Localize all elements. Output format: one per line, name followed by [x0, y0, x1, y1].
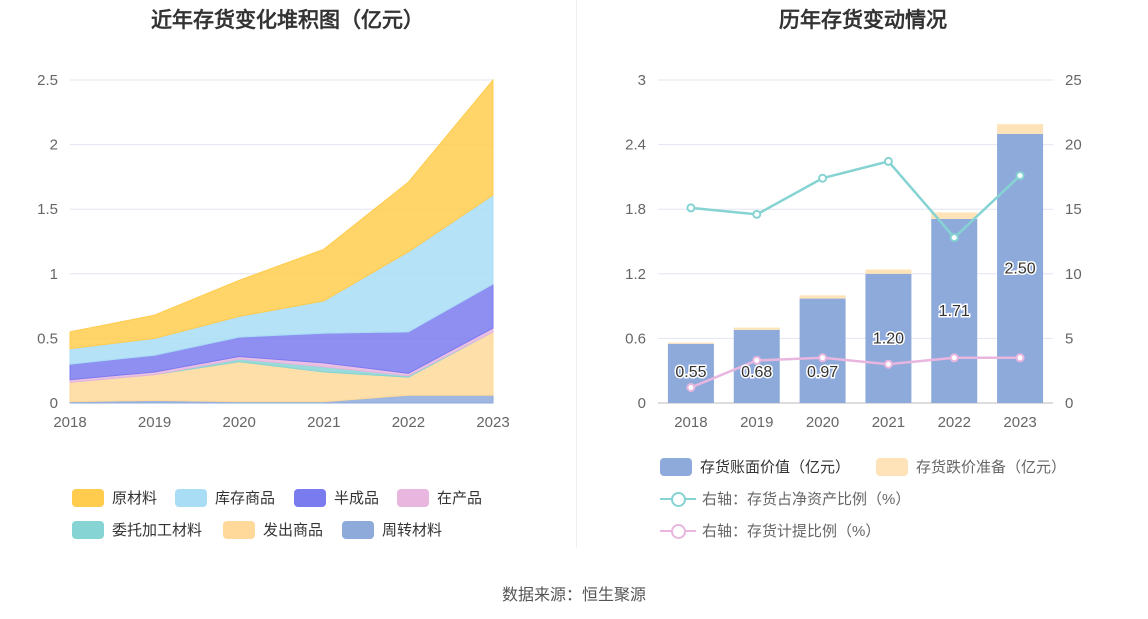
legend-item-在产品[interactable]: 在产品 — [397, 487, 482, 508]
legend-impairment-swatch — [876, 457, 908, 476]
left-y-tick-label: 1 — [50, 266, 58, 283]
left-x-tick-label: 2018 — [53, 414, 86, 431]
right-y2-tick-label: 15 — [1065, 201, 1082, 218]
legend-label: 发出商品 — [263, 522, 324, 539]
legend-provision-ratio[interactable]: 右轴：存货计提比例（%） — [660, 520, 880, 541]
legend-item-半成品[interactable]: 半成品 — [294, 487, 379, 508]
line-point — [686, 382, 696, 392]
legend-swatch — [72, 520, 104, 539]
line-point — [818, 173, 828, 183]
bar-value-label: 1.71 — [939, 303, 970, 320]
legend-inventory-ratio-swatch — [660, 490, 696, 508]
data-source: 数据来源：恒生聚源 — [501, 587, 646, 604]
legend-item-库存商品[interactable]: 库存商品 — [175, 487, 275, 508]
legend-book-value-label: 存货账面价值（亿元） — [700, 459, 851, 476]
line-point — [883, 156, 893, 166]
bar-value-label: 0.68 — [741, 364, 772, 381]
bar-impairment — [865, 269, 912, 274]
charts-canvas: 0 0.5 1 1.5 2 2.5 2018 2019 2020 2021 2022 2023 0 0.6… — [37, 72, 1082, 431]
legend-swatch — [72, 488, 104, 507]
legend-inventory-ratio-label: 右轴：存货占净资产比例（%） — [702, 491, 911, 508]
legend-impairment-label: 存货跌价准备（亿元） — [916, 459, 1067, 476]
right-y-tick-label: 0 — [638, 395, 646, 412]
bar-value-label: 0.55 — [675, 364, 706, 381]
right-y-tick-label: 1.2 — [625, 266, 646, 283]
line-inventory-ratio — [690, 159, 1021, 240]
left-x-tick-label: 2022 — [392, 414, 425, 431]
left-x-tick-label: 2023 — [476, 414, 509, 431]
bar-impairment — [799, 295, 846, 299]
panel-divider — [576, 0, 577, 548]
left-x-tick-label: 2020 — [223, 414, 256, 431]
legend-impairment[interactable]: 存货跌价准备（亿元） — [876, 456, 1066, 477]
legend-provision-ratio-label: 右轴：存货计提比例（%） — [702, 523, 881, 540]
right-y2-tick-label: 10 — [1065, 266, 1082, 283]
right-y-tick-label: 2.4 — [625, 137, 646, 154]
bar-book-value — [667, 343, 714, 403]
bar-book-value — [865, 273, 912, 403]
right-x-tick-label: 2022 — [938, 414, 971, 431]
line-point — [949, 353, 959, 363]
legend-swatch — [342, 520, 374, 539]
legend-provision-ratio-swatch — [660, 522, 696, 540]
legend-swatch — [175, 488, 207, 507]
bar-value-label: 0.97 — [807, 364, 838, 381]
legend-label: 原材料 — [112, 490, 158, 507]
right-x-tick-label: 2023 — [1003, 414, 1036, 431]
left-y-tick-label: 0 — [50, 395, 58, 412]
line-point — [1015, 171, 1025, 181]
bar-impairment — [931, 212, 978, 219]
bar-value-label: 1.20 — [873, 330, 904, 347]
legend-inventory-ratio[interactable]: 右轴：存货占净资产比例（%） — [660, 488, 910, 509]
right-y-tick-label: 1.8 — [625, 201, 646, 218]
bar-impairment — [997, 124, 1044, 134]
line-point — [1015, 353, 1025, 363]
legend-item-原材料[interactable]: 原材料 — [72, 487, 157, 508]
line-point — [949, 233, 959, 243]
legend-swatch — [397, 488, 429, 507]
left-y-tick-label: 1.5 — [37, 201, 58, 218]
right-y2-tick-label: 20 — [1065, 137, 1082, 154]
legend-swatch — [294, 488, 326, 507]
legend-item-发出商品[interactable]: 发出商品 — [223, 519, 323, 540]
legend-item-委托加工材料[interactable]: 委托加工材料 — [72, 519, 202, 540]
area-原材料 — [69, 78, 494, 350]
legend-swatch — [223, 520, 255, 539]
right-y2-tick-label: 25 — [1065, 72, 1082, 89]
legend-label: 半成品 — [334, 490, 380, 507]
left-chart-title: 近年存货变化堆积图（亿元） — [151, 9, 424, 32]
line-point — [752, 209, 762, 219]
legend-book-value-swatch — [660, 457, 692, 476]
right-y2-tick-label: 0 — [1065, 395, 1073, 412]
left-x-tick-label: 2019 — [138, 414, 171, 431]
legend-label: 在产品 — [437, 490, 483, 507]
left-y-tick-label: 2 — [50, 137, 58, 154]
legend-label: 库存商品 — [215, 490, 276, 507]
legend-book-value[interactable]: 存货账面价值（亿元） — [660, 456, 850, 477]
legend-item-周转材料[interactable]: 周转材料 — [342, 519, 442, 540]
line-point — [686, 203, 696, 213]
right-y-tick-label: 3 — [638, 72, 646, 89]
left-x-tick-label: 2021 — [307, 414, 340, 431]
bar-impairment — [667, 342, 714, 344]
line-point — [818, 353, 828, 363]
bar-book-value — [931, 218, 978, 403]
right-x-tick-label: 2021 — [872, 414, 905, 431]
left-y-tick-label: 0.5 — [37, 330, 58, 347]
line-point — [752, 355, 762, 365]
bar-impairment — [733, 327, 780, 330]
right-x-tick-label: 2019 — [740, 414, 773, 431]
legend-label: 委托加工材料 — [112, 522, 203, 539]
right-x-tick-label: 2020 — [806, 414, 839, 431]
bar-value-label: 2.50 — [1005, 260, 1036, 277]
right-x-tick-label: 2018 — [674, 414, 707, 431]
left-y-tick-label: 2.5 — [37, 72, 58, 89]
legend-label: 周转材料 — [382, 522, 443, 539]
line-provision-ratio — [690, 356, 1021, 389]
right-chart-title: 历年存货变动情况 — [779, 9, 947, 32]
right-y-tick-label: 0.6 — [625, 330, 646, 347]
right-y2-tick-label: 5 — [1065, 330, 1073, 347]
bar-book-value — [799, 298, 846, 403]
line-point — [883, 359, 893, 369]
